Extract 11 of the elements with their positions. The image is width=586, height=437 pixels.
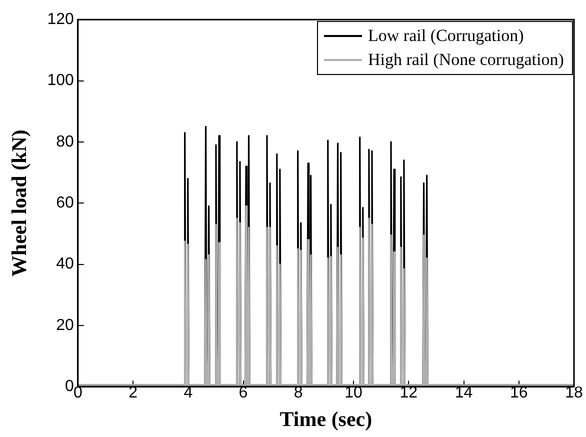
y-tick-label: 100	[47, 72, 74, 90]
legend-label: High rail (None corrugation)	[368, 50, 564, 70]
legend-label: Low rail (Corrugation)	[368, 26, 524, 46]
y-tick-label: 40	[56, 256, 74, 273]
x-axis-title: Time (sec)	[280, 406, 372, 431]
y-axis-title: Wheel load (kN)	[7, 130, 32, 277]
y-tick-label: 20	[56, 316, 74, 334]
y-tick-label: 60	[56, 194, 74, 212]
y-tick-label: 80	[56, 133, 74, 150]
x-tick-label: 18	[565, 384, 583, 402]
y-tick-label: 120	[47, 11, 74, 28]
